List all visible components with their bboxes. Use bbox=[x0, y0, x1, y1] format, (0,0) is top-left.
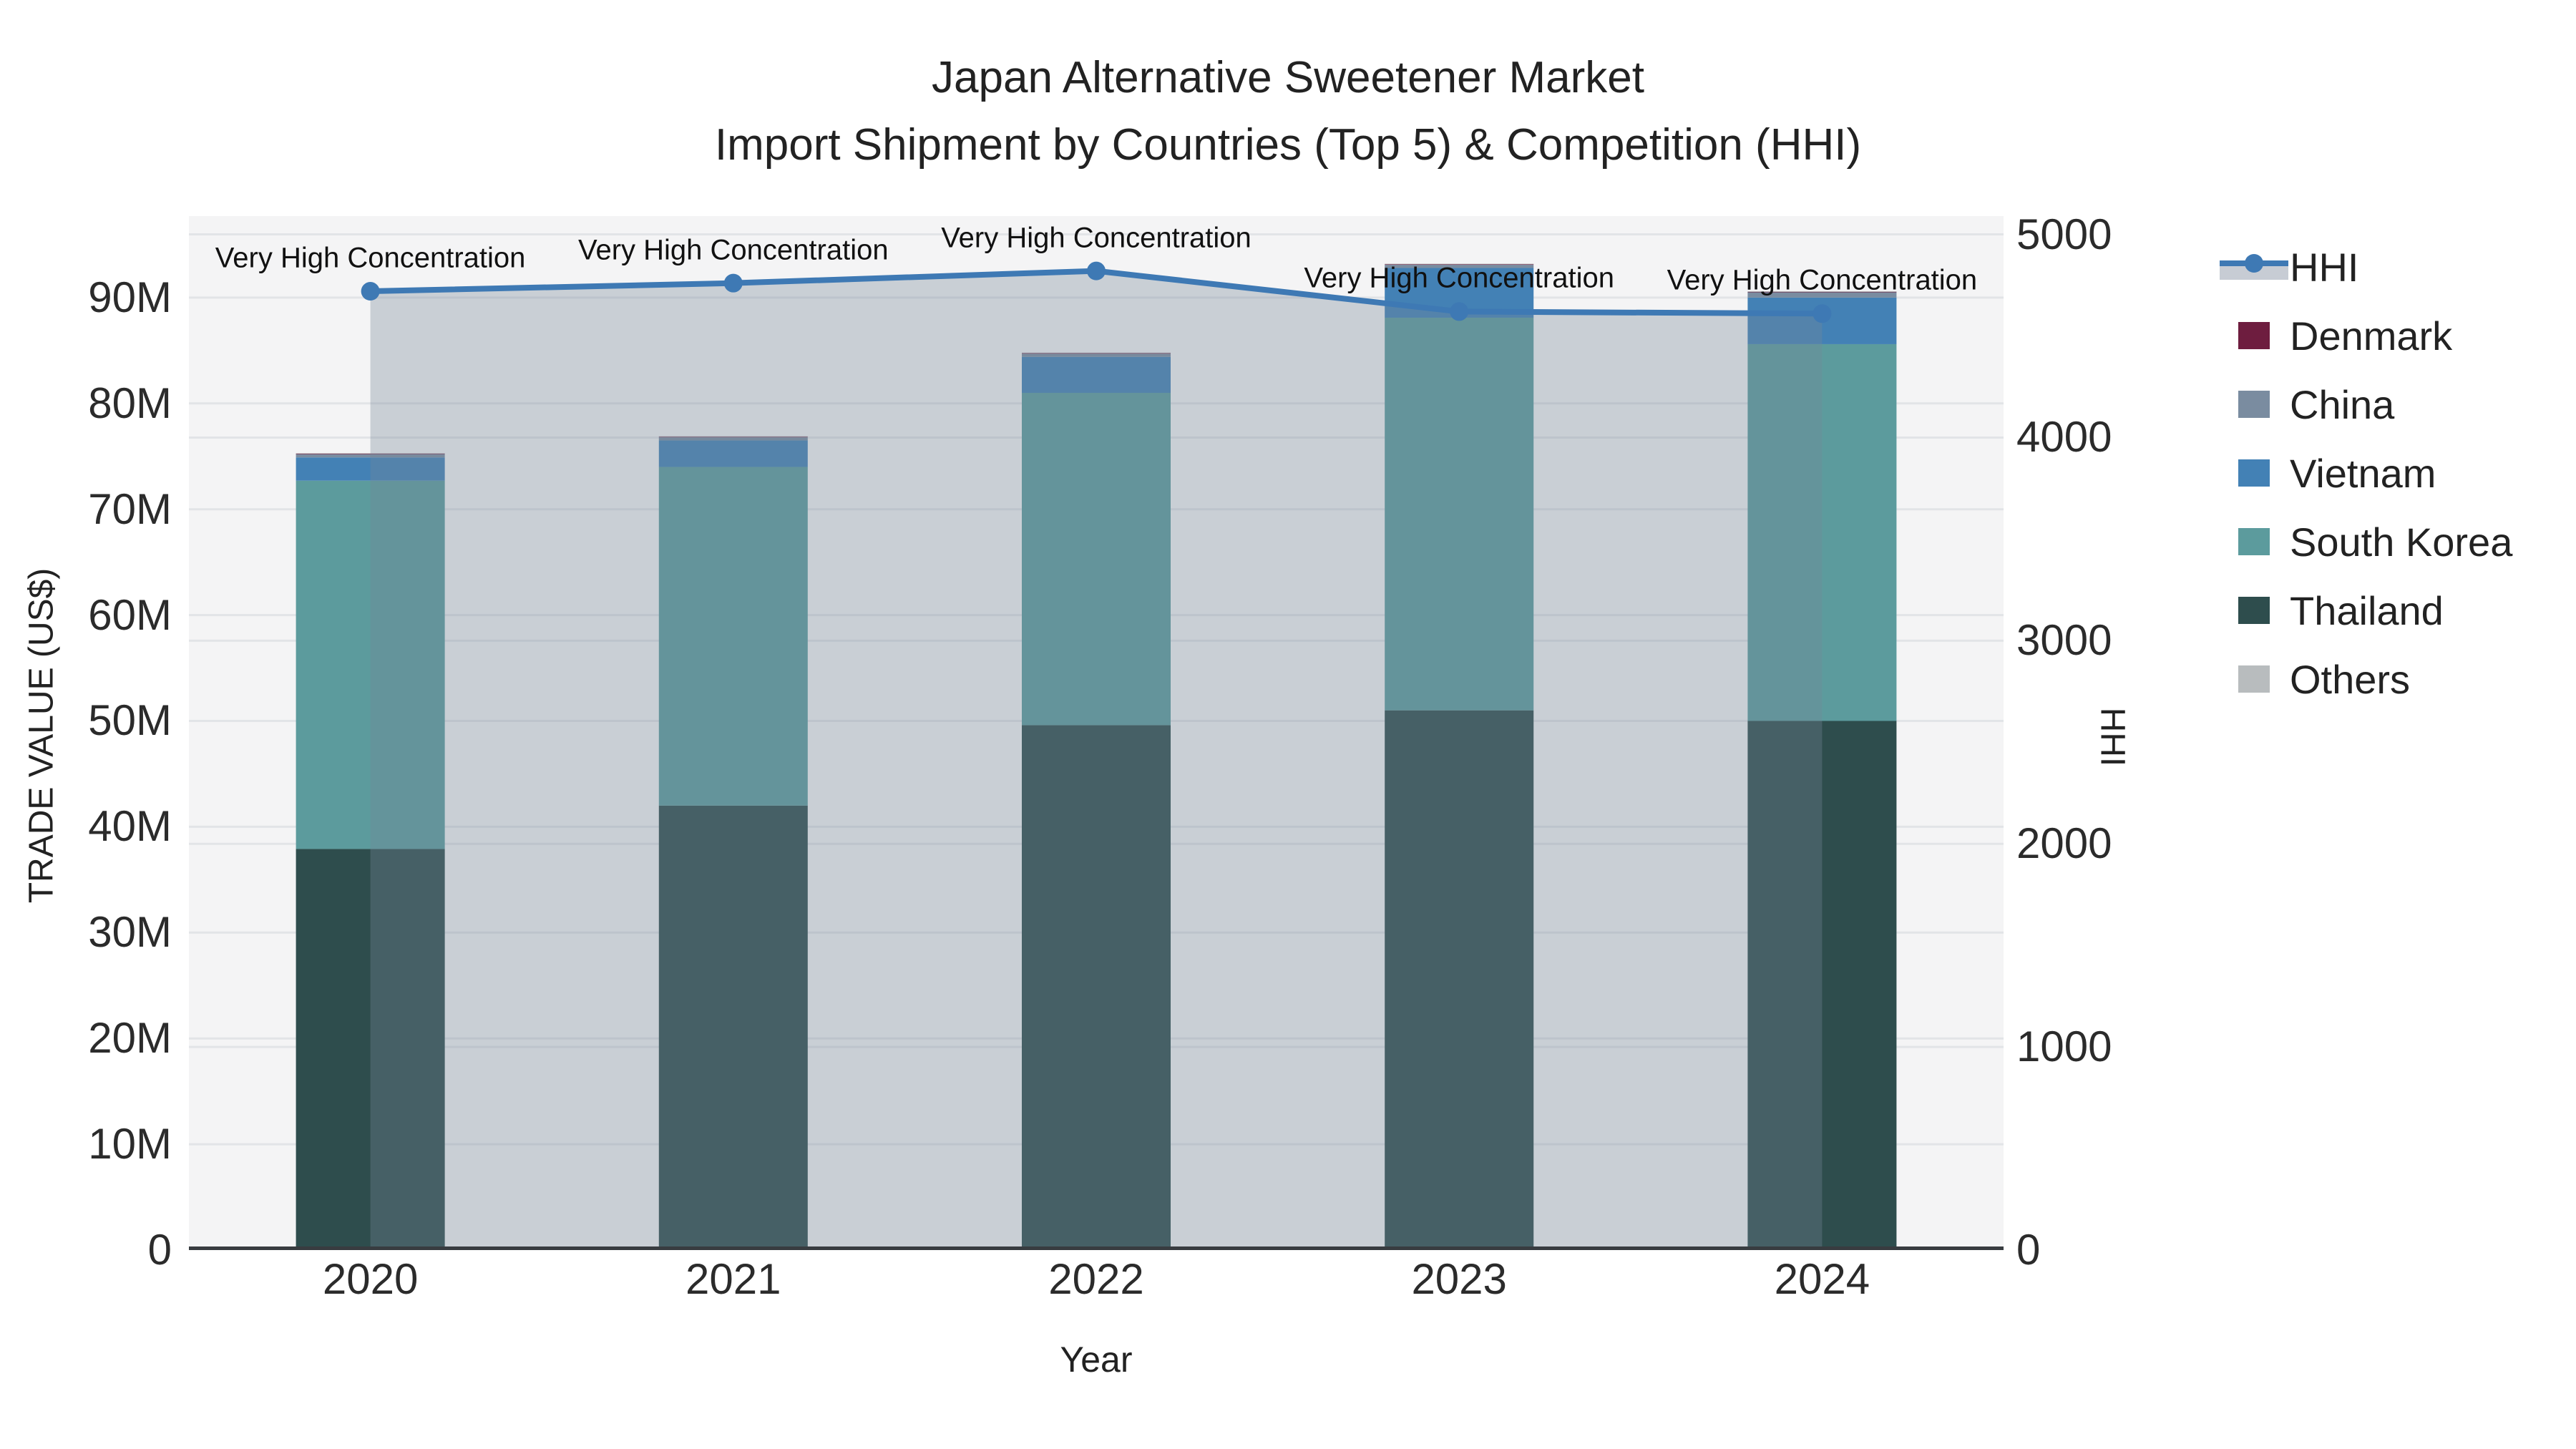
bar-segment-denmark-2021[interactable] bbox=[658, 436, 808, 438]
y-tick-60M: 60M bbox=[88, 590, 172, 639]
legend-swatch-icon bbox=[2238, 597, 2270, 624]
bar-segment-vietnam-2020[interactable] bbox=[296, 457, 445, 481]
y-tick-50M: 50M bbox=[88, 696, 172, 745]
hhi-area-fill bbox=[370, 270, 1823, 1250]
bar-segment-others-2024[interactable] bbox=[1747, 291, 1897, 292]
y2-tick-3000: 3000 bbox=[2016, 616, 2112, 665]
bar-segment-denmark-2024[interactable] bbox=[1747, 291, 1897, 293]
legend-swatch-icon bbox=[2218, 597, 2290, 624]
legend-label: China bbox=[2290, 381, 2395, 427]
legend-item-thailand[interactable]: Thailand bbox=[2218, 585, 2512, 635]
hhi-marker-2020[interactable] bbox=[361, 282, 380, 301]
chart-canvas bbox=[189, 233, 2004, 1250]
bar-segment-south-korea-2020[interactable] bbox=[296, 480, 445, 849]
chart-title-line-2: Import Shipment by Countries (Top 5) & C… bbox=[714, 120, 1862, 170]
bar-segment-thailand-2021[interactable] bbox=[658, 805, 808, 1250]
y-tick-80M: 80M bbox=[88, 379, 172, 427]
x-tick-2022: 2022 bbox=[1048, 1255, 1144, 1303]
legend-label: South Korea bbox=[2290, 519, 2513, 565]
chart-title: Japan Alternative Sweetener Market Impor… bbox=[0, 44, 2576, 179]
bar-segment-thailand-2020[interactable] bbox=[296, 849, 445, 1250]
x-tick-2021: 2021 bbox=[686, 1255, 781, 1303]
annotation-2023: Very High Concentration bbox=[1304, 262, 1614, 294]
legend-label: Vietnam bbox=[2290, 450, 2436, 496]
hhi-marker-2021[interactable] bbox=[723, 273, 743, 293]
legend-label: Thailand bbox=[2290, 587, 2444, 633]
bar-segment-china-2022[interactable] bbox=[1022, 353, 1171, 357]
legend-swatch-icon bbox=[2238, 391, 2270, 418]
bar-segment-china-2020[interactable] bbox=[296, 454, 445, 458]
hhi-marker-2024[interactable] bbox=[1813, 304, 1832, 323]
y2-tick-1000: 1000 bbox=[2016, 1023, 2112, 1071]
bar-segment-south-korea-2022[interactable] bbox=[1022, 392, 1171, 726]
legend-item-china[interactable]: China bbox=[2218, 379, 2512, 429]
y-tick-90M: 90M bbox=[88, 273, 172, 321]
chart-title-line-1: Japan Alternative Sweetener Market bbox=[932, 53, 1644, 102]
y2-axis-title: HHI bbox=[2093, 707, 2132, 767]
y-tick-30M: 30M bbox=[88, 908, 172, 957]
bar-segment-others-2020[interactable] bbox=[296, 453, 445, 454]
legend-swatch-icon bbox=[2238, 665, 2270, 693]
annotation-2020: Very High Concentration bbox=[215, 242, 526, 274]
legend-label: HHI bbox=[2290, 244, 2359, 290]
bar-segment-south-korea-2024[interactable] bbox=[1747, 343, 1897, 721]
y2-tick-2000: 2000 bbox=[2016, 819, 2112, 868]
bar-segment-south-korea-2023[interactable] bbox=[1385, 317, 1534, 711]
legend-line-marker-icon bbox=[2218, 251, 2290, 283]
hhi-marker-2023[interactable] bbox=[1450, 302, 1469, 321]
plot-area: Very High Concentration Very High Concent… bbox=[189, 216, 2004, 1250]
bar-segment-china-2024[interactable] bbox=[1747, 292, 1897, 298]
bar-segment-others-2021[interactable] bbox=[658, 436, 808, 437]
y-axis-title: TRADE VALUE (US$) bbox=[22, 567, 61, 904]
legend-item-south-korea[interactable]: South Korea bbox=[2218, 517, 2512, 567]
legend-swatch-icon bbox=[2218, 665, 2290, 693]
x-tick-2024: 2024 bbox=[1774, 1255, 1870, 1303]
legend-item-hhi[interactable]: HHI bbox=[2218, 242, 2512, 292]
hhi-marker-2022[interactable] bbox=[1087, 261, 1106, 280]
annotation-2021: Very High Concentration bbox=[578, 234, 889, 266]
y2-tick-5000: 5000 bbox=[2016, 210, 2112, 258]
bar-segment-thailand-2022[interactable] bbox=[1022, 725, 1171, 1250]
legend-swatch-icon bbox=[2218, 322, 2290, 349]
legend-swatch-icon bbox=[2218, 528, 2290, 555]
bar-segment-others-2023[interactable] bbox=[1385, 263, 1534, 265]
y-tick-20M: 20M bbox=[88, 1014, 172, 1063]
legend-item-others[interactable]: Others bbox=[2218, 654, 2512, 704]
legend-swatch-icon bbox=[2218, 459, 2290, 487]
bar-segment-denmark-2023[interactable] bbox=[1385, 264, 1534, 265]
legend-item-denmark[interactable]: Denmark bbox=[2218, 311, 2512, 361]
bar-segment-china-2021[interactable] bbox=[658, 437, 808, 441]
y-tick-40M: 40M bbox=[88, 802, 172, 851]
x-axis-title: Year bbox=[1060, 1340, 1133, 1380]
legend-swatch-icon bbox=[2238, 322, 2270, 349]
bar-segment-denmark-2022[interactable] bbox=[1022, 353, 1171, 354]
x-tick-2023: 2023 bbox=[1411, 1255, 1507, 1303]
y-tick-10M: 10M bbox=[88, 1120, 172, 1169]
legend-item-vietnam[interactable]: Vietnam bbox=[2218, 448, 2512, 498]
legend-label: Denmark bbox=[2290, 313, 2453, 358]
bar-segment-thailand-2023[interactable] bbox=[1385, 710, 1534, 1250]
annotation-2024: Very High Concentration bbox=[1667, 264, 1978, 296]
y-tick-70M: 70M bbox=[88, 484, 172, 533]
legend: HHI Denmark China Vietnam South Korea Thailan… bbox=[2218, 242, 2512, 723]
bar-segment-china-2023[interactable] bbox=[1385, 265, 1534, 268]
legend-swatch-icon bbox=[2218, 391, 2290, 418]
y-tick-0: 0 bbox=[147, 1226, 172, 1274]
annotation-2022: Very High Concentration bbox=[941, 222, 1252, 254]
y2-tick-4000: 4000 bbox=[2016, 413, 2112, 462]
legend-label: Others bbox=[2290, 656, 2411, 702]
x-tick-2020: 2020 bbox=[322, 1255, 419, 1303]
bar-segment-thailand-2024[interactable] bbox=[1747, 721, 1897, 1250]
legend-swatch-icon bbox=[2238, 528, 2270, 555]
bar-segment-south-korea-2021[interactable] bbox=[658, 467, 808, 806]
y2-tick-0: 0 bbox=[2016, 1226, 2041, 1274]
legend-swatch-icon bbox=[2238, 459, 2270, 487]
bar-segment-vietnam-2022[interactable] bbox=[1022, 356, 1171, 393]
bar-segment-vietnam-2021[interactable] bbox=[658, 440, 808, 467]
